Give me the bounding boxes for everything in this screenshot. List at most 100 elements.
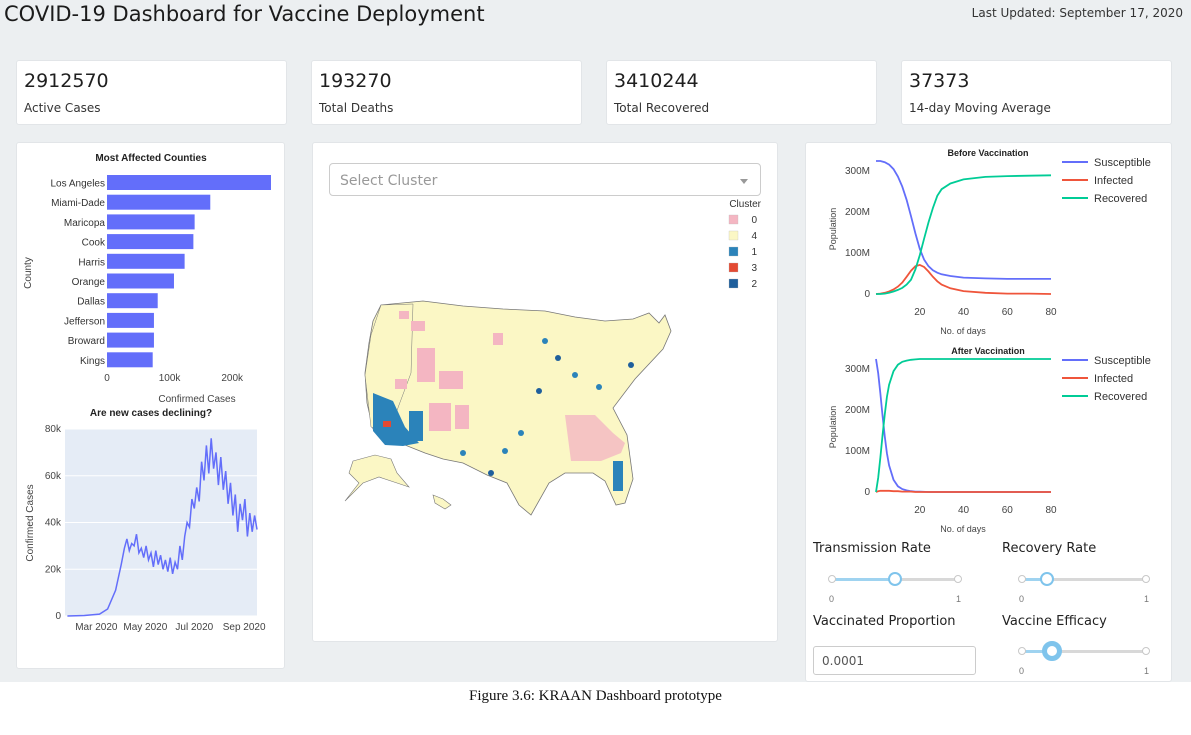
slider-track [1022,578,1047,581]
series-line[interactable] [875,489,1051,493]
cluster-region [395,379,407,389]
bar[interactable] [107,194,211,210]
legend-label: Infected [1094,373,1133,385]
county-stats-panel: Most Affected Counties County Confirmed … [16,142,285,669]
cluster-region [417,348,435,382]
bar[interactable] [107,273,174,289]
cluster-map-panel: Select Cluster Cluster 0 4 1 3 2 [312,142,778,642]
vaccinated-proportion-label: Vaccinated Proportion [813,614,956,629]
slider-track [1022,650,1052,653]
y-tick-label: 300M [845,166,870,177]
vaccinated-proportion-input[interactable]: 0.0001 [813,646,976,675]
category-label: Cook [82,238,106,249]
page-title: COVID-19 Dashboard for Vaccine Deploymen… [4,2,485,26]
y-tick-label: 100M [845,446,870,457]
slider-max-label: 1 [1143,594,1149,604]
cluster-region [488,470,494,476]
chart-title: Most Affected Counties [95,153,207,164]
recovery-rate-slider[interactable]: 0 1 [1018,567,1150,604]
series-line[interactable] [876,160,1051,280]
cluster-select[interactable]: Select Cluster [329,163,761,196]
most-affected-counties-chart: Most Affected Counties County Confirmed … [23,153,271,405]
x-axis-label: Confirmed Cases [158,394,235,405]
bar[interactable] [107,253,185,269]
vaccine-efficacy-label: Vaccine Efficacy [1002,614,1107,629]
chart-title: Are new cases declining? [90,408,212,419]
bar[interactable] [107,175,271,190]
slider-min-label: 0 [1019,594,1025,604]
cluster-region [373,393,419,446]
slider-min-dot [1018,647,1026,655]
category-label: Kings [80,356,105,367]
simulation-panel: Before Vaccination 0 100M 200M 300M 20 40 60 80 N… [805,142,1172,682]
kpi-card-total-deaths: 193270 Total Deaths [311,60,582,125]
x-tick-label: 40 [958,505,970,516]
legend-swatch[interactable] [728,262,739,273]
dashboard: COVID-19 Dashboard for Vaccine Deploymen… [0,0,1191,682]
legend-swatch[interactable] [728,246,739,257]
y-tick-label: 300M [845,364,870,375]
legend-swatch[interactable] [728,214,739,225]
kpi-value: 3410244 [614,70,699,92]
legend-label: 4 [751,231,757,242]
hawaii [432,494,452,510]
y-axis-label: Population [828,406,838,449]
cluster-map: Cluster 0 4 1 3 2 [344,199,762,516]
cluster-region [565,415,625,461]
series-line[interactable] [875,263,1052,295]
y-tick-label: 40k [45,518,62,529]
slider-max-label: 1 [1143,666,1149,676]
slider-handle[interactable] [1041,641,1062,661]
bar[interactable] [107,312,154,328]
cluster-region [502,448,508,454]
cluster-region [411,321,425,331]
legend-swatch[interactable] [728,230,739,241]
y-axis-label: Population [828,208,838,251]
slider-handle[interactable] [888,572,902,586]
category-label: Maricopa [64,218,106,229]
legend-swatch[interactable] [728,278,739,289]
recovery-rate-label: Recovery Rate [1002,541,1097,556]
category-label: Miami-Dade [51,198,105,209]
slider-max-dot [1142,647,1150,655]
slider-min-dot [1018,575,1026,583]
cluster-region [613,461,623,491]
kpi-value: 193270 [319,70,392,92]
x-tick-label: 80 [1045,505,1057,516]
x-tick-label: 20 [914,505,926,516]
transmission-rate-slider[interactable]: 0 1 [828,567,962,604]
bar[interactable] [107,234,194,250]
kpi-value: 37373 [909,70,970,92]
series-line[interactable] [875,358,1051,493]
kpi-label: Active Cases [24,101,101,115]
alaska [344,454,410,502]
category-label: Jefferson [64,316,105,327]
last-updated: Last Updated: September 17, 2020 [971,6,1183,20]
bar[interactable] [107,352,153,368]
us-map[interactable] [344,300,672,516]
slider-handle[interactable] [1039,572,1054,586]
cluster-region [518,430,524,436]
x-tick-label: Sep 2020 [223,622,266,633]
slider-min-label: 0 [829,594,835,604]
x-tick-label: 0 [104,373,110,384]
kpi-card-total-recovered: 3410244 Total Recovered [606,60,877,125]
chart-title: Before Vaccination [947,148,1028,158]
bar[interactable] [107,293,158,309]
cluster-region [572,372,578,378]
category-label: Harris [78,257,105,268]
series-line[interactable] [875,358,1051,493]
legend-label: Infected [1094,175,1133,187]
cluster-region [460,450,466,456]
cases-line[interactable] [67,438,258,617]
cluster-region [455,405,469,429]
x-tick-label: 200k [221,373,244,384]
bar[interactable] [107,332,154,348]
x-axis-label: No. of days [940,326,986,336]
bar[interactable] [107,214,195,230]
vaccine-efficacy-slider[interactable]: 0 1 [1018,639,1150,676]
series-line[interactable] [876,174,1052,295]
legend-label: Recovered [1094,193,1147,205]
chevron-down-icon[interactable] [740,179,748,184]
slider-max-label: 1 [955,594,961,604]
